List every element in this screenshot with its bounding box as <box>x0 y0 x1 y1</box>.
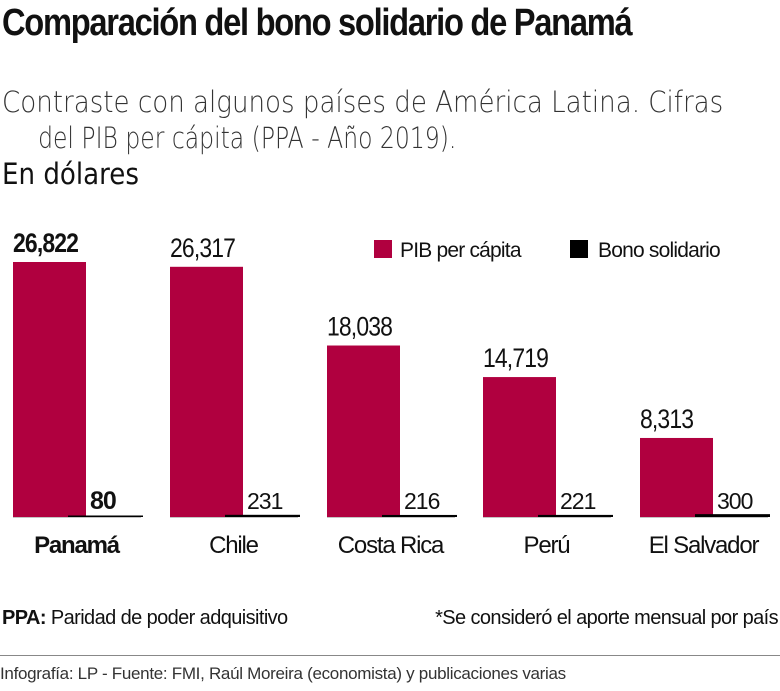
pib-value-label: 26,822 <box>13 228 78 258</box>
monthly-note: *Se consideró el aporte mensual por país <box>435 607 778 629</box>
category-label: Perú <box>524 532 570 559</box>
pib-value-label: 26,317 <box>170 233 235 263</box>
category-label: El Salvador <box>649 532 760 559</box>
bar-chart: 26,822 80 Panamá 26,317 231 Chile 18,038 216 Cos… <box>13 228 770 559</box>
bono-bar <box>68 515 143 517</box>
category-label: Costa Rica <box>338 532 445 559</box>
chart-subtitle: Contraste con algunos países de América … <box>2 85 724 191</box>
bono-bar <box>382 514 457 517</box>
pib-value-label: 14,719 <box>483 343 548 373</box>
category-label: Panamá <box>34 532 121 559</box>
bono-bar <box>538 514 613 517</box>
bono-value-label: 221 <box>560 488 596 514</box>
source-footer: Infografía: LP - Fuente: FMI, Raúl Morei… <box>0 664 566 683</box>
pib-bar <box>640 437 713 517</box>
pib-bar <box>170 266 243 517</box>
category-label: Chile <box>209 532 259 559</box>
bono-value-label: 216 <box>404 488 440 514</box>
legend-label-pib: PIB per cápita <box>400 239 522 262</box>
footer-divider <box>0 655 780 656</box>
legend-swatch-bono <box>570 240 588 258</box>
bono-bar <box>225 514 300 517</box>
bono-value-label: 80 <box>90 487 116 515</box>
chart-title: Comparación del bono solidario de Panamá <box>2 2 633 44</box>
pib-bar <box>13 262 86 517</box>
legend-swatch-pib <box>374 240 392 258</box>
bono-value-label: 300 <box>717 488 753 514</box>
bono-bar <box>695 514 770 517</box>
legend-label-bono: Bono solidario <box>598 239 720 262</box>
pib-value-label: 18,038 <box>327 312 392 342</box>
pib-value-label: 8,313 <box>640 404 693 434</box>
pib-bar <box>483 377 556 517</box>
ppa-note: PPA: Paridad de poder adquisitivo <box>2 607 288 629</box>
bono-value-label: 231 <box>247 488 283 514</box>
pib-bar <box>327 345 400 517</box>
